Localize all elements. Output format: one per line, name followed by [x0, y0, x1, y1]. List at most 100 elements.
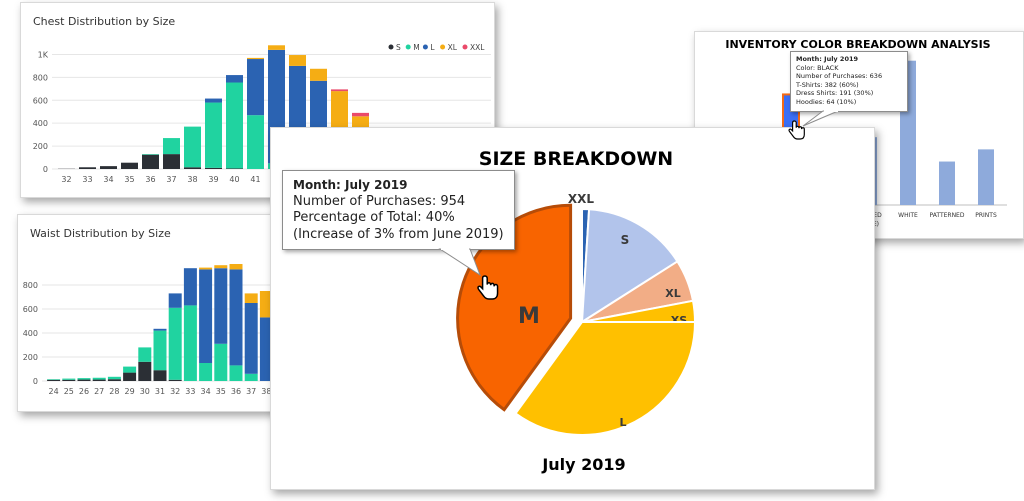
bar-segment-s [92, 379, 106, 381]
x-tick-label: 32 [170, 387, 180, 396]
bar-segment-l [247, 59, 264, 116]
color-tooltip-month: Month: July 2019 [796, 55, 859, 63]
bar-segment-xl [310, 68, 327, 81]
y-tick-label: 400 [23, 329, 38, 338]
bar-segment-m [226, 82, 243, 169]
bar-segment-s [107, 379, 121, 381]
bar-segment-l [259, 317, 273, 381]
x-tick-label: 34 [201, 387, 211, 396]
x-tick-label: WHITE [898, 212, 918, 219]
size-tooltip-purchases: Number of Purchases: 954 [293, 193, 466, 209]
chest-chart-title: Chest Distribution by Size [33, 15, 176, 28]
size-tooltip-increase: (Increase of 3% from June 2019) [293, 226, 504, 242]
legend-marker-m [405, 44, 411, 50]
bar-segment-m [229, 365, 243, 381]
legend-marker-s [388, 44, 394, 50]
bar-segment-l [168, 293, 182, 308]
bar-segment-m [205, 102, 222, 168]
x-tick-label: 39 [208, 175, 218, 184]
legend-marker-xl [440, 44, 446, 50]
legend-label-s: S [396, 43, 401, 52]
x-tick-label: 37 [246, 387, 256, 396]
bar-segment-m [214, 343, 228, 381]
y-tick-label: 200 [23, 353, 38, 362]
bar-segment-l [205, 98, 222, 103]
size-tooltip: Month: July 2019 Number of Purchases: 95… [282, 170, 515, 250]
x-tick-label: 28 [109, 387, 119, 396]
bar-segment-s [123, 372, 137, 381]
legend-label-xxl: XXL [470, 43, 485, 52]
x-tick-label: 26 [79, 387, 89, 396]
bar-segment-xl [199, 267, 213, 270]
y-tick-label: 1K [38, 50, 49, 59]
x-tick-label: 32 [61, 175, 71, 184]
x-tick-label: 37 [166, 175, 176, 184]
bar-segment-m [153, 330, 167, 371]
y-tick-label: 800 [33, 73, 48, 82]
x-tick-label: 31 [155, 387, 165, 396]
x-tick-label: 27 [94, 387, 104, 396]
bar-segment-m [138, 347, 152, 362]
y-tick-label: 600 [23, 305, 38, 314]
bar-segment-m [123, 366, 137, 373]
y-tick-label: 200 [33, 142, 48, 151]
y-tick-label: 400 [33, 119, 48, 128]
x-tick-label: 40 [229, 175, 239, 184]
size-tooltip-month: Month: July 2019 [293, 178, 408, 192]
bar-segment-s [226, 168, 243, 169]
bar-segment-s [47, 379, 61, 381]
waist-distribution-card: Waist Distribution by Size 0 200 400 600 800… [17, 214, 319, 412]
pie-subtitle: July 2019 [541, 455, 625, 474]
bar-segment-m [163, 138, 180, 155]
x-tick-label: 33 [82, 175, 92, 184]
x-tick-label: 30 [140, 387, 150, 396]
x-tick-label: PATTERNED [930, 212, 965, 219]
bar-segment-m [244, 373, 258, 381]
bar-segment-s [168, 379, 182, 381]
legend-label-xl: XL [448, 43, 458, 52]
bar-segment-l [226, 75, 243, 83]
x-tick-label: 36 [231, 387, 241, 396]
bar-segment-m [142, 154, 159, 155]
x-tick-label: 25 [64, 387, 74, 396]
x-tick-label: PRINTS [975, 212, 997, 219]
bar-segment-s [163, 154, 180, 169]
bar-patterned [939, 161, 955, 205]
bar-segment-xl [247, 57, 264, 60]
bar-segment-s [142, 154, 159, 169]
bar-segment-s [153, 370, 167, 381]
x-tick-label: 33 [185, 387, 195, 396]
pie-slice-s [580, 208, 679, 324]
pie-label-xxl: XXL [568, 192, 595, 206]
color-tooltip-color: Color: BLACK [796, 63, 839, 72]
bar-segment-m [92, 377, 106, 380]
size-tooltip-percentage: Percentage of Total: 40% [293, 210, 455, 225]
y-tick-label: 0 [33, 377, 38, 386]
x-tick-label: 41 [250, 175, 260, 184]
pie-slice-m [456, 203, 573, 412]
bar-segment-m [247, 115, 264, 169]
bar-segment-l [229, 269, 243, 366]
pie-label-l: L [619, 416, 626, 429]
bar-segment-xl [268, 45, 285, 50]
x-tick-label: 38 [187, 175, 197, 184]
bar-segment-s [77, 379, 91, 381]
bar-segment-xxl [352, 112, 369, 117]
bar-segment-m [107, 376, 121, 380]
waist-chart-svg: 0 200 400 600 800 24 25 26 27 28 29 30 31 32 33 34 35 36 3… [23, 264, 316, 396]
bar-segment-s [138, 361, 152, 381]
pie-label-xl: XL [665, 287, 681, 300]
color-tooltip-hoodies: Hoodies: 64 (10%) [796, 97, 857, 106]
color-tooltip-purchases: Number of Purchases: 636 [796, 72, 883, 81]
legend-marker-xxl [462, 44, 468, 50]
bar-segment-s [121, 162, 138, 169]
y-tick-label: 0 [43, 165, 48, 174]
bar-segment-xl [289, 55, 306, 66]
bar-segment-s [79, 167, 96, 169]
color-tooltip: Month: July 2019 Color: BLACK Number of … [790, 51, 908, 112]
legend-marker-l [422, 44, 428, 50]
bar-segment-xl [229, 264, 243, 270]
bar-segment-xl [214, 265, 228, 269]
pie-slice-l [514, 321, 697, 436]
